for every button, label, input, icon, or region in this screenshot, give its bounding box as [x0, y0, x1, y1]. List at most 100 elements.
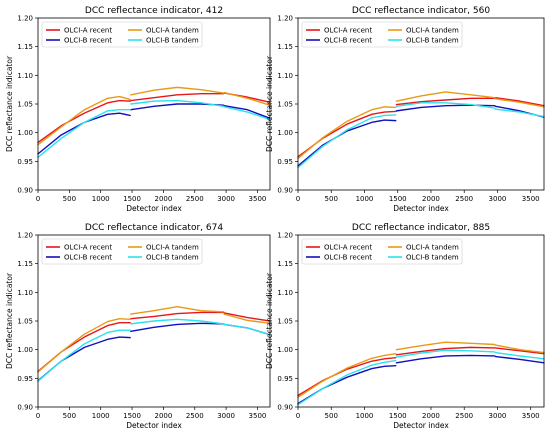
legend-entry-label: OLCI-A recent	[324, 27, 372, 35]
x-tick-label: 0	[36, 195, 40, 203]
series-line-olci-a-recent	[130, 311, 225, 320]
y-tick-label: 1.05	[277, 318, 293, 326]
legend-entry-label: OLCI-B recent	[64, 254, 112, 262]
legend-entry-label: OLCI-B recent	[324, 37, 372, 45]
legend-box	[41, 238, 203, 265]
y-tick-label: 1.10	[17, 72, 33, 80]
series-line-olci-a-tandem	[130, 305, 225, 315]
legend-entry-label: OLCI-A tandem	[146, 27, 199, 35]
x-tick-label: 2500	[186, 195, 204, 203]
series-line-olci-a-tandem	[297, 106, 397, 160]
x-tick-label: 500	[63, 412, 76, 420]
series-line-olci-a-recent	[395, 346, 496, 356]
series-line-olci-b-tandem	[223, 106, 271, 121]
y-tick-label: 1.15	[17, 260, 33, 268]
series-line-olci-b-tandem	[395, 349, 496, 358]
y-tick-label: 1.00	[277, 346, 293, 354]
series-line-olci-b-recent	[223, 105, 271, 120]
x-tick-label: 0	[36, 412, 40, 420]
x-axis-label: Detector index	[393, 421, 449, 430]
legend: OLCI-A recent OLCI-A tandem OLCI-B recent O…	[301, 238, 463, 265]
y-tick-label: 1.20	[17, 232, 33, 240]
series-line-olci-b-tandem	[37, 109, 131, 159]
y-tick-label: 0.90	[277, 187, 293, 195]
series-line-olci-b-recent	[395, 354, 496, 364]
series-line-olci-a-recent	[297, 110, 397, 158]
series-line-olci-b-tandem	[494, 351, 545, 360]
series-line-olci-a-tandem	[395, 341, 496, 351]
x-tick-label: 1000	[356, 412, 374, 420]
series-line-olci-b-tandem	[297, 114, 397, 169]
legend-entry-label: OLCI-B tandem	[146, 254, 199, 262]
y-tick-label: 0.90	[17, 187, 33, 195]
legend-entry-label: OLCI-A tandem	[406, 244, 459, 252]
y-tick-label: 1.20	[277, 232, 293, 240]
series-group	[297, 341, 545, 406]
legend-entry-label: OLCI-A recent	[324, 244, 372, 252]
series-line-olci-b-tandem	[297, 359, 397, 406]
series-line-olci-a-tandem	[37, 95, 131, 146]
x-tick-label: 3000	[489, 195, 507, 203]
legend-entry-label: OLCI-A recent	[64, 27, 112, 35]
x-axis-label: Detector index	[126, 421, 182, 430]
x-tick-label: 500	[325, 195, 338, 203]
x-tick-label: 2000	[154, 412, 172, 420]
x-tick-label: 2500	[455, 412, 473, 420]
series-line-olci-b-recent	[297, 365, 397, 405]
x-tick-label: 3500	[522, 195, 540, 203]
chart-title: DCC reflectance indicator, 412	[85, 6, 223, 16]
y-tick-label: 1.10	[277, 289, 293, 297]
legend-entry-label: OLCI-B recent	[64, 37, 112, 45]
series-group	[297, 91, 545, 169]
series-line-olci-b-tandem	[130, 99, 225, 107]
x-tick-label: 1000	[356, 195, 374, 203]
series-line-olci-a-tandem	[395, 91, 496, 102]
series-line-olci-b-tandem	[494, 108, 545, 118]
legend: OLCI-A recent OLCI-A tandem OLCI-B recent O…	[41, 238, 203, 265]
chart-title: DCC reflectance indicator, 674	[85, 223, 223, 233]
y-tick-label: 0.95	[277, 158, 293, 166]
legend-entry-label: OLCI-B tandem	[406, 37, 459, 45]
x-tick-label: 3500	[522, 412, 540, 420]
y-tick-label: 1.15	[277, 260, 293, 268]
y-tick-label: 1.20	[17, 15, 33, 23]
series-line-olci-b-recent	[297, 119, 397, 167]
series-line-olci-b-tandem	[223, 323, 271, 336]
y-tick-label: 1.20	[277, 15, 293, 23]
x-tick-label: 2000	[422, 195, 440, 203]
series-group	[37, 86, 271, 159]
x-tick-label: 1500	[389, 195, 407, 203]
series-line-olci-a-tandem	[223, 313, 271, 324]
x-axis-label: Detector index	[126, 204, 182, 213]
y-tick-label: 1.00	[17, 346, 33, 354]
legend: OLCI-A recent OLCI-A tandem OLCI-B recent O…	[41, 21, 203, 48]
x-tick-label: 1500	[389, 412, 407, 420]
series-line-olci-a-recent	[223, 312, 271, 322]
x-tick-label: 2000	[154, 195, 172, 203]
y-tick-label: 1.10	[277, 72, 293, 80]
x-tick-label: 3000	[217, 412, 235, 420]
legend-entry-label: OLCI-A recent	[64, 244, 112, 252]
chart-panel: DCC reflectance indicator, 560 0 500 1000 15…	[265, 6, 545, 213]
series-line-olci-a-tandem	[37, 318, 131, 373]
x-tick-label: 1500	[123, 195, 141, 203]
y-tick-label: 0.95	[17, 375, 33, 383]
y-tick-label: 1.05	[17, 318, 33, 326]
y-tick-label: 0.95	[17, 158, 33, 166]
x-tick-label: 0	[296, 195, 300, 203]
series-line-olci-b-tandem	[395, 102, 496, 109]
chart-panel: DCC reflectance indicator, 674 0 500 1000 15…	[5, 223, 271, 430]
legend-entry-label: OLCI-A tandem	[146, 244, 199, 252]
y-axis-label: DCC reflectance indicator	[265, 272, 274, 369]
legend-entry-label: OLCI-A tandem	[406, 27, 459, 35]
y-tick-label: 1.00	[277, 129, 293, 137]
y-tick-label: 0.90	[17, 404, 33, 412]
y-axis-label: DCC reflectance indicator	[265, 55, 274, 152]
series-line-olci-a-tandem	[297, 352, 397, 398]
chart-panel: DCC reflectance indicator, 885 0 500 1000 15…	[265, 223, 545, 430]
legend-box	[301, 238, 463, 265]
x-tick-label: 500	[63, 195, 76, 203]
x-tick-label: 2500	[186, 412, 204, 420]
series-line-olci-b-tandem	[130, 318, 225, 325]
